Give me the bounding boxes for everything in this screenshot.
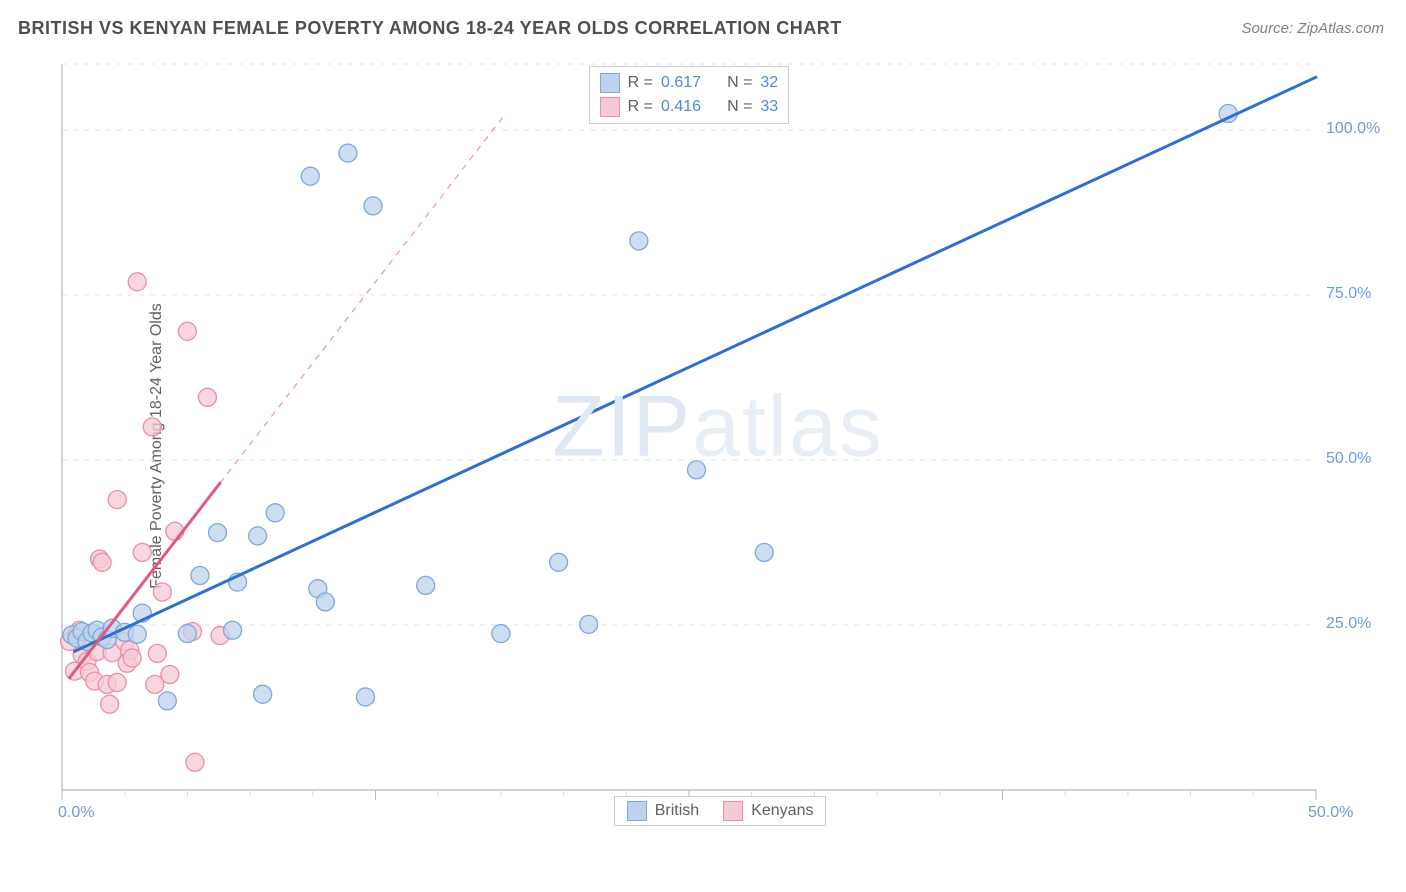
y-axis-25-label: 25.0% [1326,615,1371,633]
x-axis-max-label: 50.0% [1308,804,1353,822]
r-value: 0.416 [661,98,701,116]
n-label: N = [727,98,752,116]
correlation-row: R = 0.617 N = 32 [600,71,779,95]
n-value: 32 [760,74,778,92]
scatter-plot-svg [50,56,1386,828]
series-legend: British Kenyans [614,796,827,826]
legend-swatch-icon [723,801,743,821]
legend-swatch-icon [600,73,620,93]
correlation-legend: R = 0.617 N = 32 R = 0.416 N = 33 [589,66,790,124]
series-label: British [655,802,699,820]
x-axis-min-label: 0.0% [58,804,94,822]
n-label: N = [727,74,752,92]
series-label: Kenyans [751,802,813,820]
chart-container: BRITISH VS KENYAN FEMALE POVERTY AMONG 1… [0,0,1406,892]
r-label: R = [628,74,653,92]
legend-swatch-icon [600,97,620,117]
y-axis-100-label: 100.0% [1326,120,1380,138]
n-value: 33 [760,98,778,116]
series-legend-item: Kenyans [723,801,813,821]
y-axis-50-label: 50.0% [1326,450,1371,468]
plot-area: ZIPatlas R =0.617N =32R =0.416N =33 Brit… [50,56,1386,828]
r-value: 0.617 [661,74,701,92]
correlation-row: R = 0.416 N = 33 [600,95,779,119]
y-axis-75-label: 75.0% [1326,285,1371,303]
r-label: R = [628,98,653,116]
legend-swatch-icon [627,801,647,821]
chart-source: Source: ZipAtlas.com [1241,20,1384,37]
series-legend-item: British [627,801,699,821]
chart-title: BRITISH VS KENYAN FEMALE POVERTY AMONG 1… [18,18,842,39]
